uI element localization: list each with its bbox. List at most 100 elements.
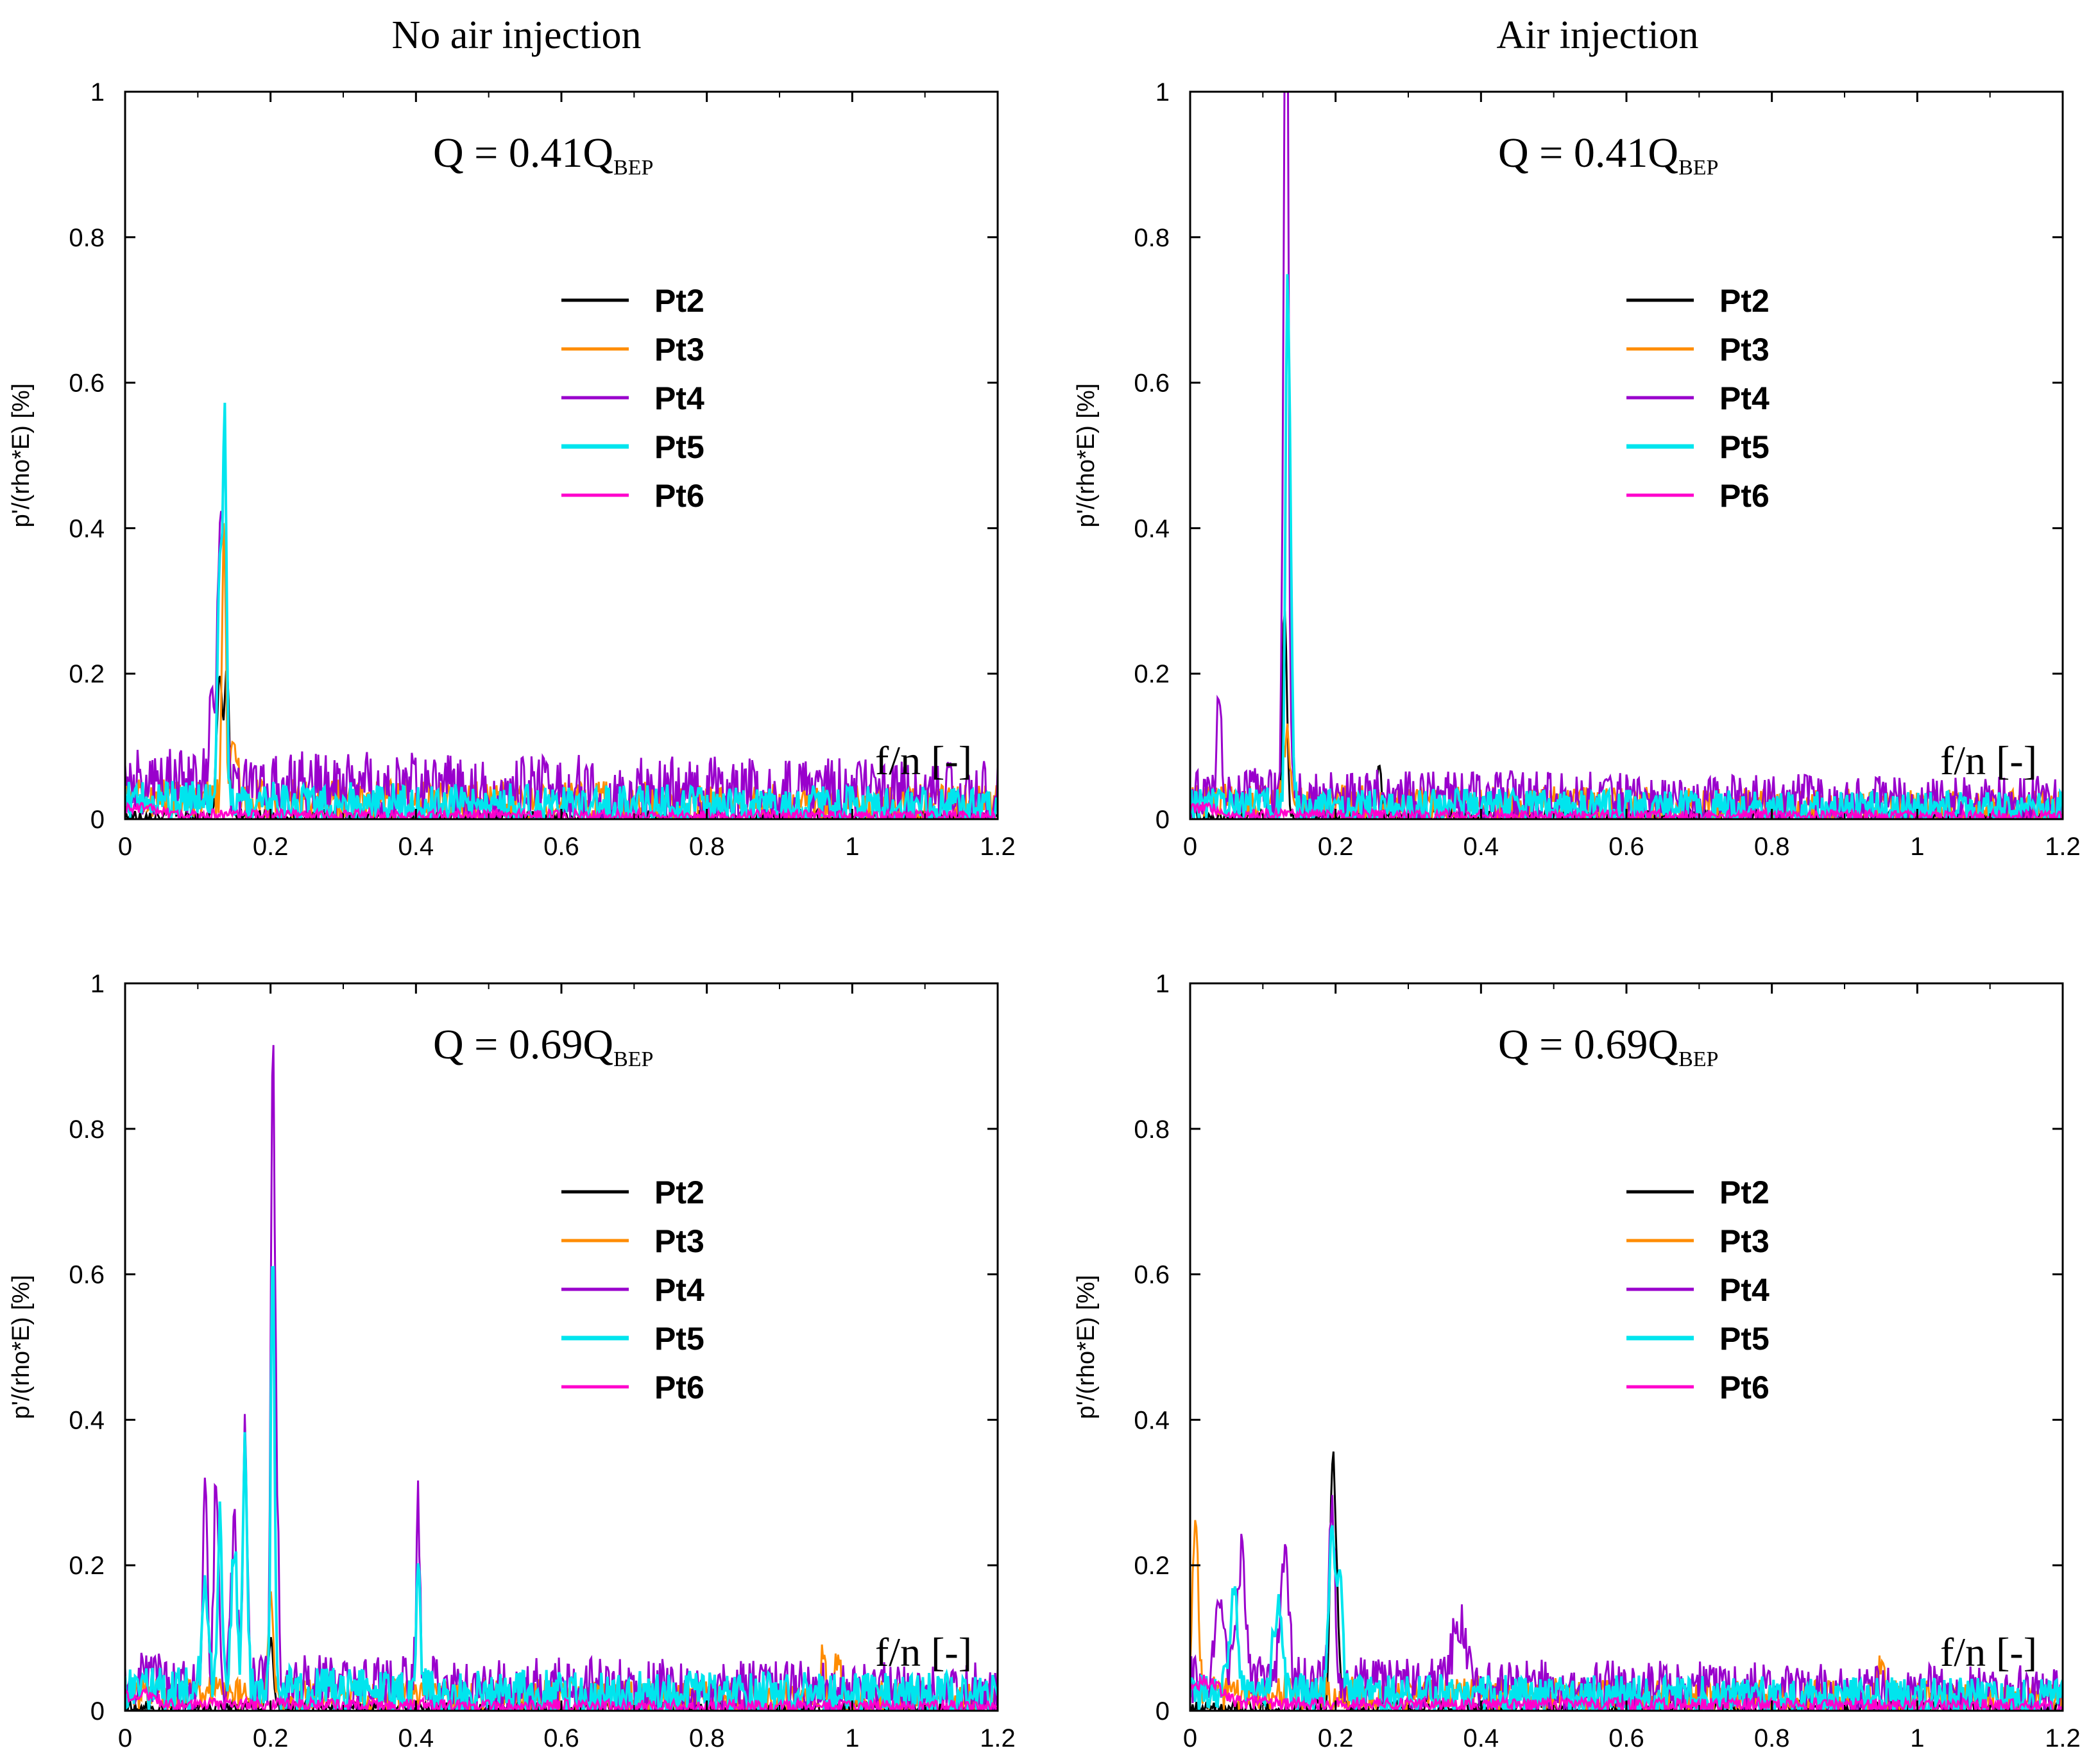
y-tick-label: 0.4: [1134, 1406, 1170, 1434]
chart-panel-1: 0 0.2 0.4 0.6 0.8 1 1.2 0 0.2 0.4 0.6 0.8 1 p'/(rho*E…: [8, 78, 1016, 861]
y-tick-label: 0.2: [69, 1552, 105, 1580]
y-axis-label: p'/(rho*E) [%]: [1073, 384, 1100, 528]
y-tick-label: 0.6: [69, 1261, 105, 1289]
x-tick-label: 0.6: [543, 1724, 579, 1752]
y-tick-label: 0: [90, 806, 105, 834]
panel-title: Q = 0.69QBEP: [1498, 1021, 1718, 1071]
panel-title-main: Q = 0.41Q: [433, 130, 613, 176]
x-tick-label: 1: [1910, 833, 1924, 861]
x-tick-label: 0: [118, 1724, 132, 1752]
y-axis-label: p'/(rho*E) [%]: [1073, 1275, 1100, 1420]
panel-title-main: Q = 0.69Q: [1498, 1021, 1678, 1068]
x-tick-label: 0: [118, 833, 132, 861]
x-tick-label: 0: [1183, 833, 1197, 861]
legend-label-pt4: Pt4: [654, 380, 704, 416]
y-tick-label: 0.8: [1134, 1115, 1170, 1144]
legend-label-pt4: Pt4: [1719, 380, 1770, 416]
y-tick-label: 0.6: [69, 369, 105, 398]
legend-label-pt3: Pt3: [654, 1223, 704, 1259]
series-line-pt4: [125, 439, 998, 819]
y-tick-label: 0.6: [1134, 369, 1170, 398]
x-tick-label: 1.2: [2045, 833, 2081, 861]
chart-panel-4: 0 0.2 0.4 0.6 0.8 1 1.2 0 0.2 0.4 0.6 0.8 1 p'/(rho*E…: [1073, 970, 2081, 1752]
chart-panel-2: 0 0.2 0.4 0.6 0.8 1 1.2 0 0.2 0.4 0.6 0.8 1 p'/(rho*E…: [1073, 78, 2081, 861]
panel-title-subscript: BEP: [613, 156, 653, 180]
legend-label-pt2: Pt2: [654, 1175, 704, 1210]
panel-title: Q = 0.69QBEP: [433, 1021, 653, 1071]
y-tick-label: 0.4: [69, 1406, 105, 1434]
y-tick-label: 0: [90, 1697, 105, 1726]
legend-label-pt5: Pt5: [654, 1321, 704, 1357]
column-title-right: Air injection: [1496, 13, 1698, 57]
legend-label-pt3: Pt3: [1719, 332, 1770, 368]
x-tick-label: 1.2: [980, 1724, 1016, 1752]
y-tick-label: 0.8: [1134, 224, 1170, 252]
x-tick-label: 0.6: [1608, 1724, 1644, 1752]
legend-label-pt6: Pt6: [1719, 1370, 1770, 1405]
x-tick-label: 0: [1183, 1724, 1197, 1752]
x-tick-label: 0.4: [398, 833, 434, 861]
panel-title-subscript: BEP: [613, 1047, 653, 1071]
y-tick-label: 1: [90, 78, 105, 106]
x-tick-label: 1.2: [2045, 1724, 2081, 1752]
y-tick-label: 0.8: [69, 1115, 105, 1144]
series-group: [125, 1045, 998, 1711]
series-line-pt5: [125, 1266, 998, 1711]
legend-label-pt2: Pt2: [654, 283, 704, 319]
legend-label-pt3: Pt3: [654, 332, 704, 368]
panels: 0 0.2 0.4 0.6 0.8 1 1.2 0 0.2 0.4 0.6 0.8 1 p'/(rho*E…: [8, 78, 2081, 1752]
series-line-pt5: [125, 402, 998, 819]
y-axis-label: p'/(rho*E) [%]: [8, 1275, 35, 1420]
legend-label-pt6: Pt6: [654, 1370, 704, 1405]
x-tick-label: 1.2: [980, 833, 1016, 861]
legend: Pt2 Pt3 Pt4 Pt5 Pt6: [561, 283, 704, 514]
y-tick-label: 0.4: [69, 514, 105, 543]
x-tick-label: 1: [1910, 1724, 1924, 1752]
x-tick-label: 0.8: [689, 1724, 725, 1752]
y-tick-label: 0.4: [1134, 514, 1170, 543]
x-tick-label: 1: [845, 833, 859, 861]
column-title-left: No air injection: [391, 13, 641, 57]
legend-label-pt3: Pt3: [1719, 1223, 1770, 1259]
legend-label-pt5: Pt5: [1719, 429, 1770, 465]
y-tick-label: 1: [90, 970, 105, 998]
x-tick-label: 0.2: [253, 1724, 289, 1752]
x-tick-label: 0.2: [1318, 833, 1354, 861]
legend-label-pt2: Pt2: [1719, 283, 1770, 319]
series-line-pt4: [125, 1045, 998, 1711]
legend-label-pt4: Pt4: [1719, 1272, 1770, 1308]
series-line-pt5: [1190, 274, 2063, 819]
y-tick-label: 0.6: [1134, 1261, 1170, 1289]
legend-label-pt6: Pt6: [654, 478, 704, 514]
series-group: [1190, 1451, 2063, 1711]
x-tick-label: 0.2: [1318, 1724, 1354, 1752]
legend-label-pt2: Pt2: [1719, 1175, 1770, 1210]
panel-title-subscript: BEP: [1678, 156, 1718, 180]
plot-frame: [124, 90, 999, 820]
x-tick-label: 0.6: [543, 833, 579, 861]
x-tick-label: 1: [845, 1724, 859, 1752]
y-tick-label: 1: [1156, 970, 1170, 998]
y-tick-label: 0.2: [1134, 660, 1170, 688]
series-line-pt5: [1190, 1525, 2063, 1711]
x-tick-label: 0.8: [1754, 1724, 1790, 1752]
x-tick-label: 0.4: [398, 1724, 434, 1752]
x-tick-label: 0.8: [689, 833, 725, 861]
x-axis-label: f/n [-]: [1940, 1629, 2037, 1675]
y-axis-label: p'/(rho*E) [%]: [8, 384, 35, 528]
x-tick-label: 0.8: [1754, 833, 1790, 861]
x-tick-label: 0.6: [1608, 833, 1644, 861]
x-tick-label: 0.2: [253, 833, 289, 861]
y-tick-label: 0.2: [1134, 1552, 1170, 1580]
x-tick-label: 0.4: [1463, 1724, 1499, 1752]
series-group: [125, 402, 998, 819]
panel-title-subscript: BEP: [1678, 1047, 1718, 1071]
legend: Pt2 Pt3 Pt4 Pt5 Pt6: [1626, 283, 1770, 514]
plot-frame: [124, 982, 999, 1712]
y-tick-label: 0.2: [69, 660, 105, 688]
series-group: [1190, 92, 2063, 819]
x-axis-label: f/n [-]: [1940, 738, 2037, 783]
legend: Pt2 Pt3 Pt4 Pt5 Pt6: [561, 1175, 704, 1405]
plot-frame: [1189, 90, 2064, 820]
legend-label-pt6: Pt6: [1719, 478, 1770, 514]
